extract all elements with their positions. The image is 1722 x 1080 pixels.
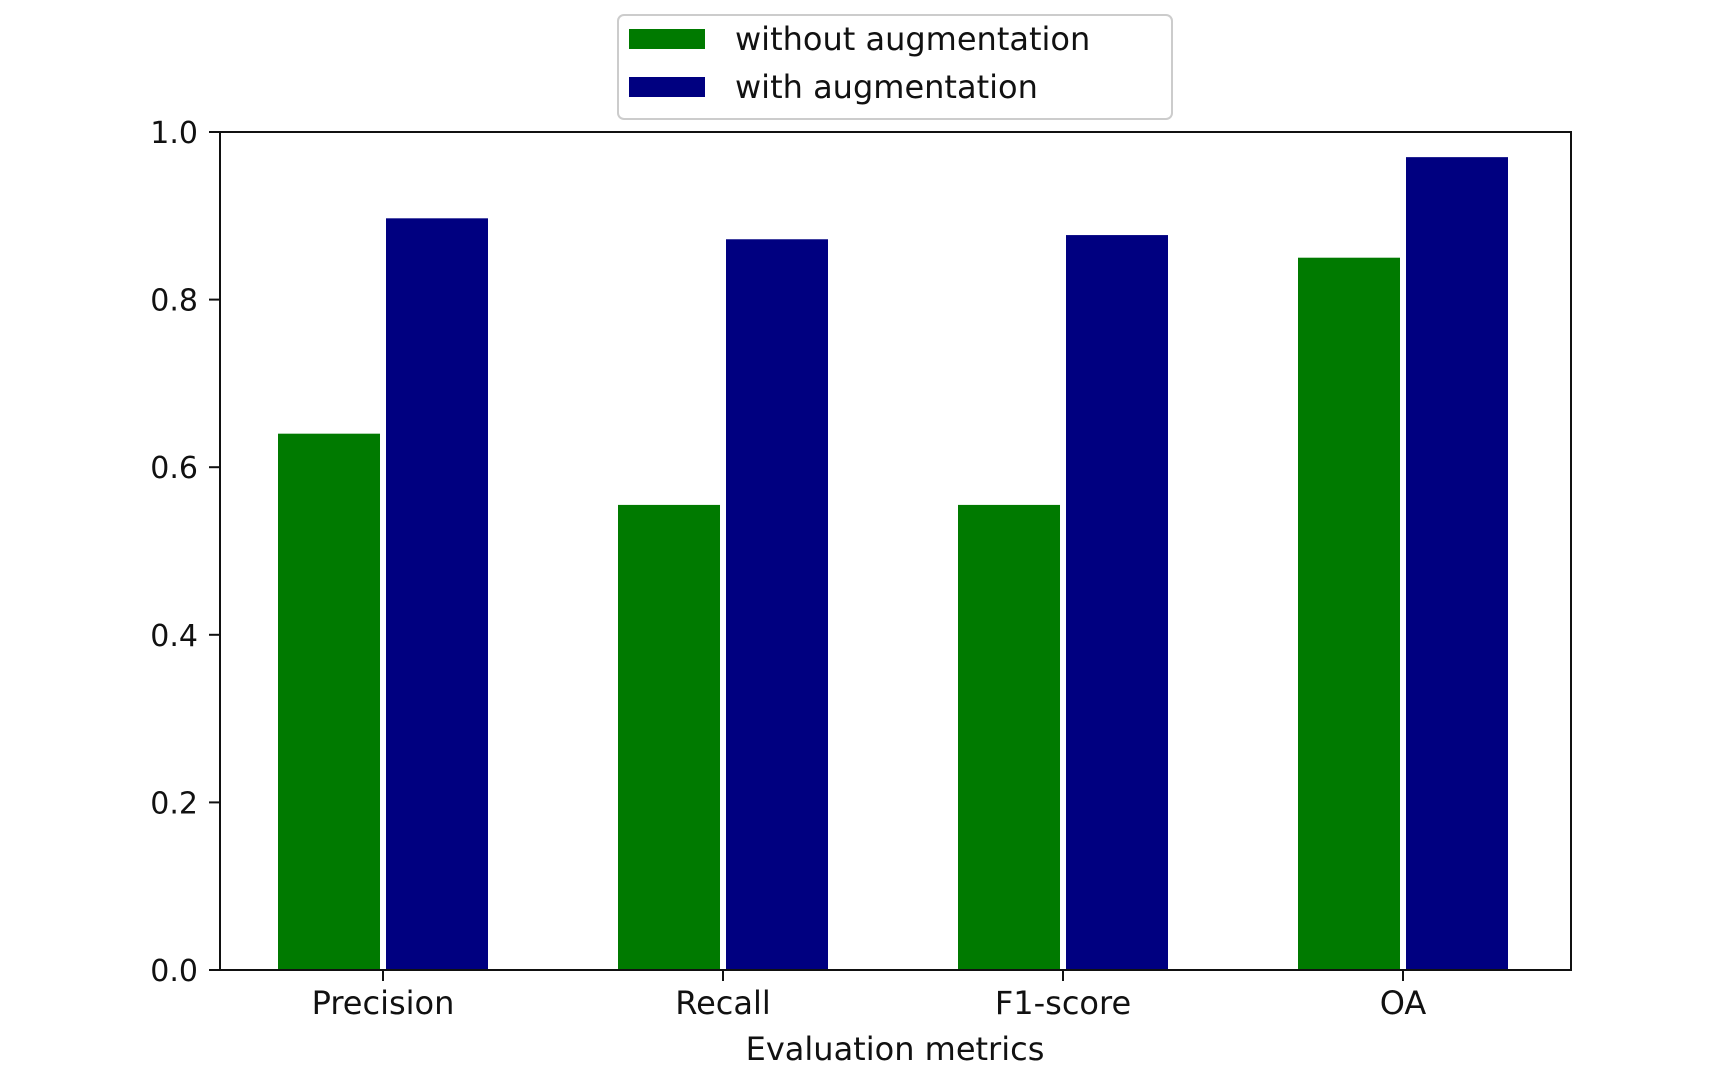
bar-without-augmentation-precision <box>278 433 380 970</box>
bar-with-augmentation-precision <box>386 218 488 971</box>
bar-without-augmentation-f1-score <box>958 504 1060 970</box>
legend-swatch-with-augmentation <box>629 77 705 97</box>
y-tick-label: 0.4 <box>150 619 198 654</box>
x-tick-label-f1-score: F1-score <box>995 984 1131 1022</box>
x-tick-label-oa: OA <box>1380 984 1427 1022</box>
bar-with-augmentation-recall <box>726 239 828 970</box>
legend: without augmentation with augmentation <box>617 14 1173 120</box>
y-tick-label: 0.0 <box>150 954 198 989</box>
bars-layer <box>278 157 1508 971</box>
bar-with-augmentation-oa <box>1406 157 1508 970</box>
x-axis: Precision Recall F1-score OA <box>312 970 1427 1022</box>
legend-label-with-augmentation: with augmentation <box>735 68 1038 106</box>
y-tick-label: 0.6 <box>150 451 198 486</box>
x-tick-label-precision: Precision <box>312 984 455 1022</box>
bar-without-augmentation-recall <box>618 504 720 970</box>
x-axis-title: Evaluation metrics <box>746 1030 1045 1068</box>
y-axis: 0.0 0.2 0.4 0.6 0.8 1.0 <box>150 116 220 989</box>
y-tick-label: 1.0 <box>150 116 198 151</box>
y-tick-label: 0.8 <box>150 284 198 319</box>
x-tick-label-recall: Recall <box>675 984 770 1022</box>
legend-label-without-augmentation: without augmentation <box>735 20 1090 58</box>
plot-frame <box>219 131 1572 971</box>
bar-without-augmentation-oa <box>1298 257 1400 970</box>
bar-with-augmentation-f1-score <box>1066 235 1168 971</box>
legend-swatch-without-augmentation <box>629 29 705 49</box>
y-tick-label: 0.2 <box>150 786 198 821</box>
legend-box <box>617 14 1173 120</box>
